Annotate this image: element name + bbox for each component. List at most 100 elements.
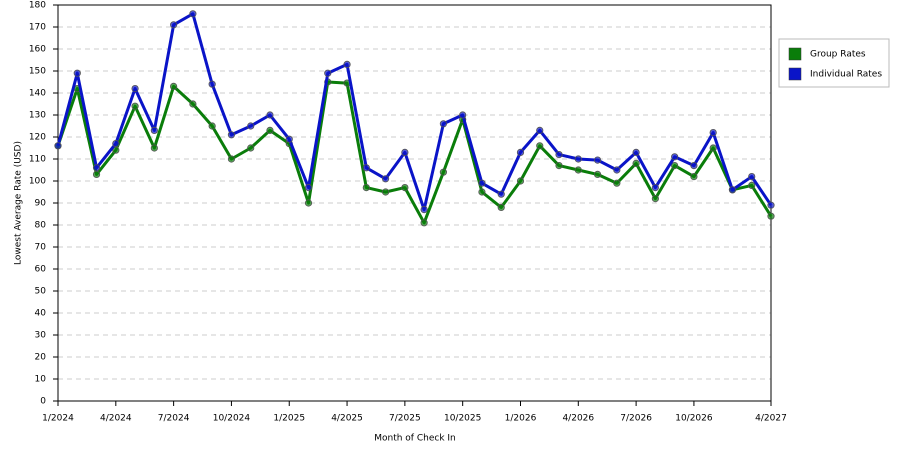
point bbox=[497, 203, 505, 211]
point bbox=[574, 155, 582, 163]
point bbox=[304, 199, 313, 207]
point bbox=[401, 148, 409, 156]
point bbox=[459, 111, 467, 119]
y-tick-label: 10 bbox=[35, 375, 47, 385]
point bbox=[304, 184, 313, 192]
point bbox=[690, 173, 698, 181]
point bbox=[478, 179, 486, 187]
point bbox=[227, 155, 236, 163]
y-axis-title: Lowest Average Rate (USD) bbox=[14, 141, 24, 265]
point bbox=[516, 177, 525, 185]
point bbox=[362, 184, 370, 192]
point bbox=[73, 69, 81, 77]
point bbox=[324, 69, 332, 77]
point bbox=[767, 201, 775, 209]
x-axis-title: Month of Check In bbox=[374, 434, 456, 444]
point bbox=[131, 85, 139, 93]
point bbox=[170, 21, 178, 29]
series-line bbox=[56, 12, 773, 212]
y-tick-label: 170 bbox=[29, 23, 46, 33]
point bbox=[536, 142, 544, 150]
point bbox=[189, 10, 197, 18]
point bbox=[362, 164, 370, 172]
point bbox=[150, 144, 158, 152]
point bbox=[478, 188, 486, 196]
point bbox=[343, 60, 351, 69]
point bbox=[150, 126, 158, 134]
x-tick-label: 10/2024 bbox=[213, 414, 251, 424]
point bbox=[671, 153, 679, 161]
x-tick-label: 10/2025 bbox=[444, 414, 481, 424]
series-line bbox=[56, 80, 773, 225]
point bbox=[247, 122, 255, 130]
point bbox=[227, 131, 236, 139]
point bbox=[574, 166, 582, 174]
point bbox=[516, 148, 525, 156]
point bbox=[728, 186, 737, 194]
x-tick-label: 7/2025 bbox=[389, 414, 421, 424]
point bbox=[420, 219, 428, 227]
point bbox=[536, 126, 544, 134]
y-tick-label: 140 bbox=[29, 89, 46, 99]
x-tick-label: 4/2025 bbox=[331, 414, 363, 424]
point bbox=[381, 175, 390, 183]
point bbox=[555, 151, 563, 159]
point bbox=[439, 120, 448, 128]
point bbox=[401, 184, 409, 192]
point bbox=[613, 179, 621, 187]
x-tick-label: 7/2024 bbox=[158, 414, 190, 424]
point bbox=[555, 162, 563, 170]
legend-label: Group Rates bbox=[810, 50, 866, 60]
point bbox=[170, 82, 178, 91]
point bbox=[709, 129, 717, 137]
y-tick-label: 0 bbox=[40, 397, 46, 407]
y-tick-label: 160 bbox=[29, 45, 46, 55]
y-tick-label: 130 bbox=[29, 111, 46, 121]
point bbox=[189, 100, 197, 108]
point bbox=[112, 140, 120, 148]
point bbox=[420, 206, 428, 214]
point bbox=[593, 156, 602, 164]
point bbox=[497, 190, 505, 198]
point bbox=[208, 122, 216, 130]
x-tick-label: 1/2024 bbox=[42, 414, 74, 424]
point bbox=[92, 164, 101, 172]
point bbox=[208, 80, 216, 88]
point bbox=[593, 170, 602, 178]
point bbox=[92, 170, 101, 178]
point bbox=[767, 212, 775, 220]
point bbox=[632, 159, 640, 167]
x-tick-label: 4/2024 bbox=[100, 414, 132, 424]
legend-label: Individual Rates bbox=[810, 70, 882, 80]
x-tick-label: 1/2025 bbox=[273, 414, 305, 424]
y-tick-label: 50 bbox=[35, 287, 47, 297]
point bbox=[439, 168, 448, 176]
point bbox=[266, 126, 274, 134]
point bbox=[613, 166, 621, 174]
point bbox=[54, 142, 62, 150]
point bbox=[748, 173, 756, 181]
y-tick-label: 90 bbox=[35, 199, 47, 209]
y-tick-label: 80 bbox=[35, 221, 47, 231]
x-tick-label: 4/2027 bbox=[755, 414, 787, 424]
legend-swatch bbox=[788, 47, 802, 61]
point bbox=[381, 188, 390, 196]
point bbox=[632, 148, 640, 156]
point bbox=[266, 111, 274, 119]
y-tick-label: 30 bbox=[35, 331, 47, 341]
x-tick-label: 10/2026 bbox=[675, 414, 713, 424]
point bbox=[247, 144, 255, 152]
y-tick-label: 150 bbox=[29, 67, 46, 77]
y-tick-label: 40 bbox=[35, 309, 47, 319]
x-tick-label: 1/2026 bbox=[505, 414, 537, 424]
x-tick-label: 4/2026 bbox=[562, 414, 594, 424]
y-tick-label: 70 bbox=[35, 243, 47, 253]
point bbox=[285, 135, 293, 143]
point bbox=[748, 181, 756, 189]
y-tick-label: 110 bbox=[29, 155, 46, 165]
point bbox=[651, 195, 659, 203]
point bbox=[131, 102, 139, 110]
x-tick-label: 7/2026 bbox=[620, 414, 652, 424]
